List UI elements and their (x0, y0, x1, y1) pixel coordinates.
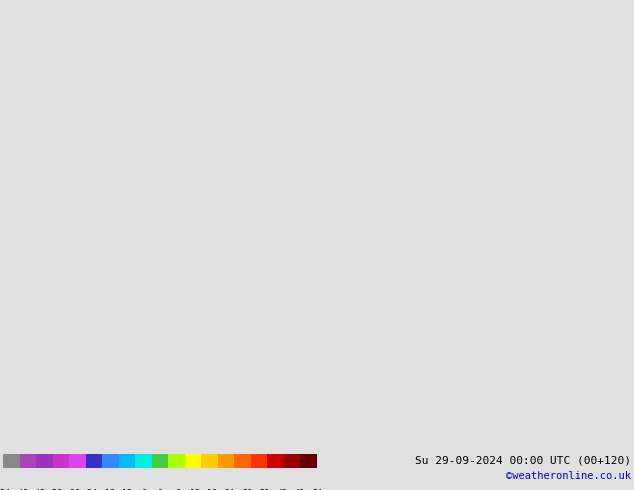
Bar (3, 454, 20, 468)
Text: Su 29-09-2024 00:00 UTC (00+120): Su 29-09-2024 00:00 UTC (00+120) (415, 455, 631, 465)
Bar (86, 454, 102, 468)
Bar (235, 454, 251, 468)
Text: Height/Temp. 850 hPa [gdmp][°C] JMA: Height/Temp. 850 hPa [gdmp][°C] JMA (3, 455, 240, 465)
Text: ©weatheronline.co.uk: ©weatheronline.co.uk (506, 471, 631, 481)
Bar (169, 454, 185, 468)
Bar (218, 454, 235, 468)
Bar (102, 454, 119, 468)
Bar (251, 454, 268, 468)
Bar (284, 454, 301, 468)
Bar (53, 454, 69, 468)
Bar (185, 454, 202, 468)
Bar (135, 454, 152, 468)
Bar (268, 454, 284, 468)
Bar (202, 454, 218, 468)
Bar (69, 454, 86, 468)
Bar (119, 454, 135, 468)
Bar (301, 454, 317, 468)
Bar (152, 454, 169, 468)
Bar (36, 454, 53, 468)
Bar (20, 454, 36, 468)
